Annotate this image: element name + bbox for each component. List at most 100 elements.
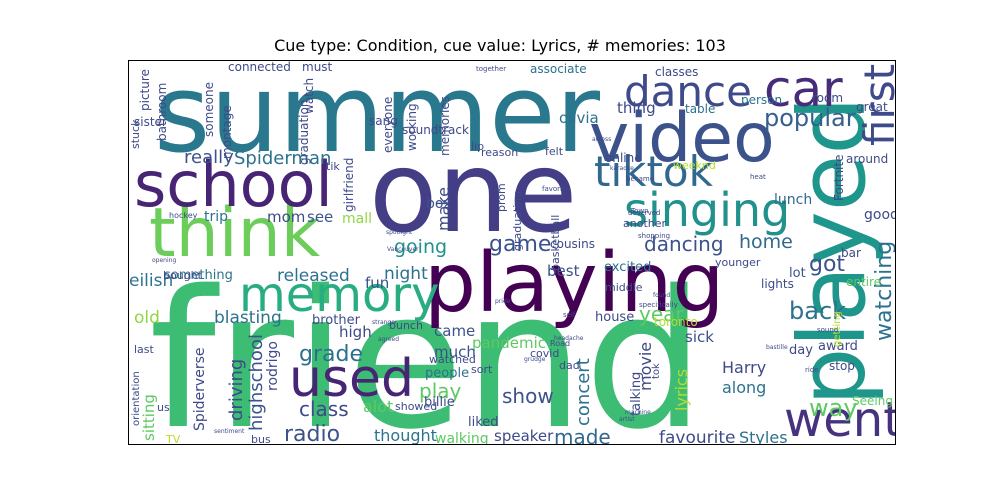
word-must: must (302, 61, 333, 74)
word-prom: prom (495, 183, 508, 212)
word-online: online (605, 151, 642, 165)
word-table: table (685, 102, 715, 116)
word-heat: heat (750, 173, 766, 181)
word-highschool: highschool (246, 334, 267, 431)
word-self: self (563, 311, 576, 319)
word-soundtrack: soundtrack (402, 123, 469, 137)
word-us: us (157, 401, 170, 414)
word-talking: talking (629, 372, 644, 416)
word-driving: driving (226, 359, 247, 421)
word-sick: sick (685, 328, 714, 346)
word-sentiment: sentiment (214, 428, 245, 435)
word-spiderman: Spiderman (234, 148, 331, 169)
word-deserved: deserved (628, 209, 660, 217)
word-great: great (856, 100, 888, 114)
word-friend: friend (149, 250, 705, 445)
word-around: around (846, 152, 888, 166)
word-ride: ride (805, 366, 819, 374)
word-really: really (184, 147, 234, 168)
word-going: going (394, 236, 447, 258)
word-orientation: orientation (131, 371, 142, 426)
word-younger: younger (715, 256, 761, 269)
word-good: good (864, 207, 896, 223)
word-spiderverse: Spiderverse (192, 348, 208, 431)
word-first: first (855, 64, 896, 146)
word-stuck: stuck (129, 119, 142, 149)
word-memories: memories (438, 96, 452, 156)
word-bus: bus (251, 433, 271, 445)
word-people: people (425, 366, 469, 381)
word-graduating: graduating (511, 191, 524, 251)
word-covid: covid (530, 347, 559, 360)
word-found: found (653, 292, 670, 299)
word-felt: felt (545, 145, 564, 158)
word-specifically: specifically (639, 301, 678, 309)
word-school: school (134, 148, 333, 221)
word-class: class (299, 397, 349, 421)
word-last: last (134, 343, 155, 356)
word-tv: TV (165, 433, 181, 445)
word-walking: walking (435, 431, 489, 445)
word-released: released (277, 266, 350, 286)
word-rodrigo: rodrigo (265, 341, 281, 391)
word-pandemic: pandemic (472, 334, 546, 352)
word-basketball: basketball (549, 215, 562, 271)
word-mall: mall (342, 211, 372, 227)
word-spotlight: spotlight (386, 229, 413, 236)
word-sitting: sitting (140, 394, 158, 441)
word-fun: fun (365, 274, 389, 292)
word-reason: reason (481, 146, 518, 159)
word-used: used (289, 349, 414, 409)
word-montage: montage (220, 105, 234, 159)
word-lot: lot (789, 266, 806, 281)
word-way: way (809, 394, 858, 422)
wordcloud-frame: friend summer one played playing video think sc… (128, 60, 896, 445)
word-make: make (434, 187, 453, 231)
word-weeknd: weeknd (673, 159, 716, 172)
word-along: along (722, 378, 766, 397)
word-sound: sound (817, 326, 838, 334)
word-grudge: grudge (524, 356, 546, 363)
word-year: year (639, 302, 684, 326)
word-lunch: lunch (774, 192, 812, 208)
word-concert: concert (573, 358, 594, 426)
word-seeing: Seeing (852, 394, 893, 408)
word-billie: billie (424, 395, 455, 410)
word-award: award (818, 339, 858, 354)
word-house: house (595, 310, 634, 325)
word-made: made (554, 425, 611, 445)
word-brother: brother (312, 313, 361, 328)
word-thought: thought (374, 426, 437, 445)
chart-title: Cue type: Condition, cue value: Lyrics, … (274, 36, 726, 55)
word-see: see (307, 208, 333, 226)
word-favourite: favourite (659, 428, 735, 445)
word-excited: excited (604, 260, 651, 275)
word-styles: Styles (739, 428, 788, 445)
word-tik: tik (326, 160, 340, 173)
word-middle: middle (605, 281, 643, 294)
word-sang: sang (369, 114, 398, 128)
word-bastille: bastille (766, 344, 788, 351)
word-day: day (789, 343, 813, 358)
word-show: show (502, 384, 554, 408)
word-blasting: blasting (214, 308, 282, 328)
word-machine: machine (625, 409, 651, 416)
word-think: think (149, 194, 321, 273)
word-lyrics: lyrics (672, 369, 691, 411)
word-hockey: hockey (169, 211, 198, 220)
word-bar: bar (841, 246, 861, 260)
word-summer: summer (154, 61, 601, 177)
word-bought: bought (163, 269, 203, 282)
word-trip: trip (204, 209, 228, 225)
word-memory: memory (239, 267, 440, 323)
word-agreed: agreed (378, 336, 399, 343)
word-vancouver: Vancouver (387, 246, 419, 253)
word-dancing: dancing (644, 232, 724, 256)
word-old: old (134, 308, 160, 328)
word-box: box (426, 196, 451, 212)
word-person: person (741, 93, 782, 107)
word-graduation: graduation (297, 100, 311, 165)
word-something: something (164, 268, 233, 283)
word-favorite: favorite (542, 185, 569, 193)
